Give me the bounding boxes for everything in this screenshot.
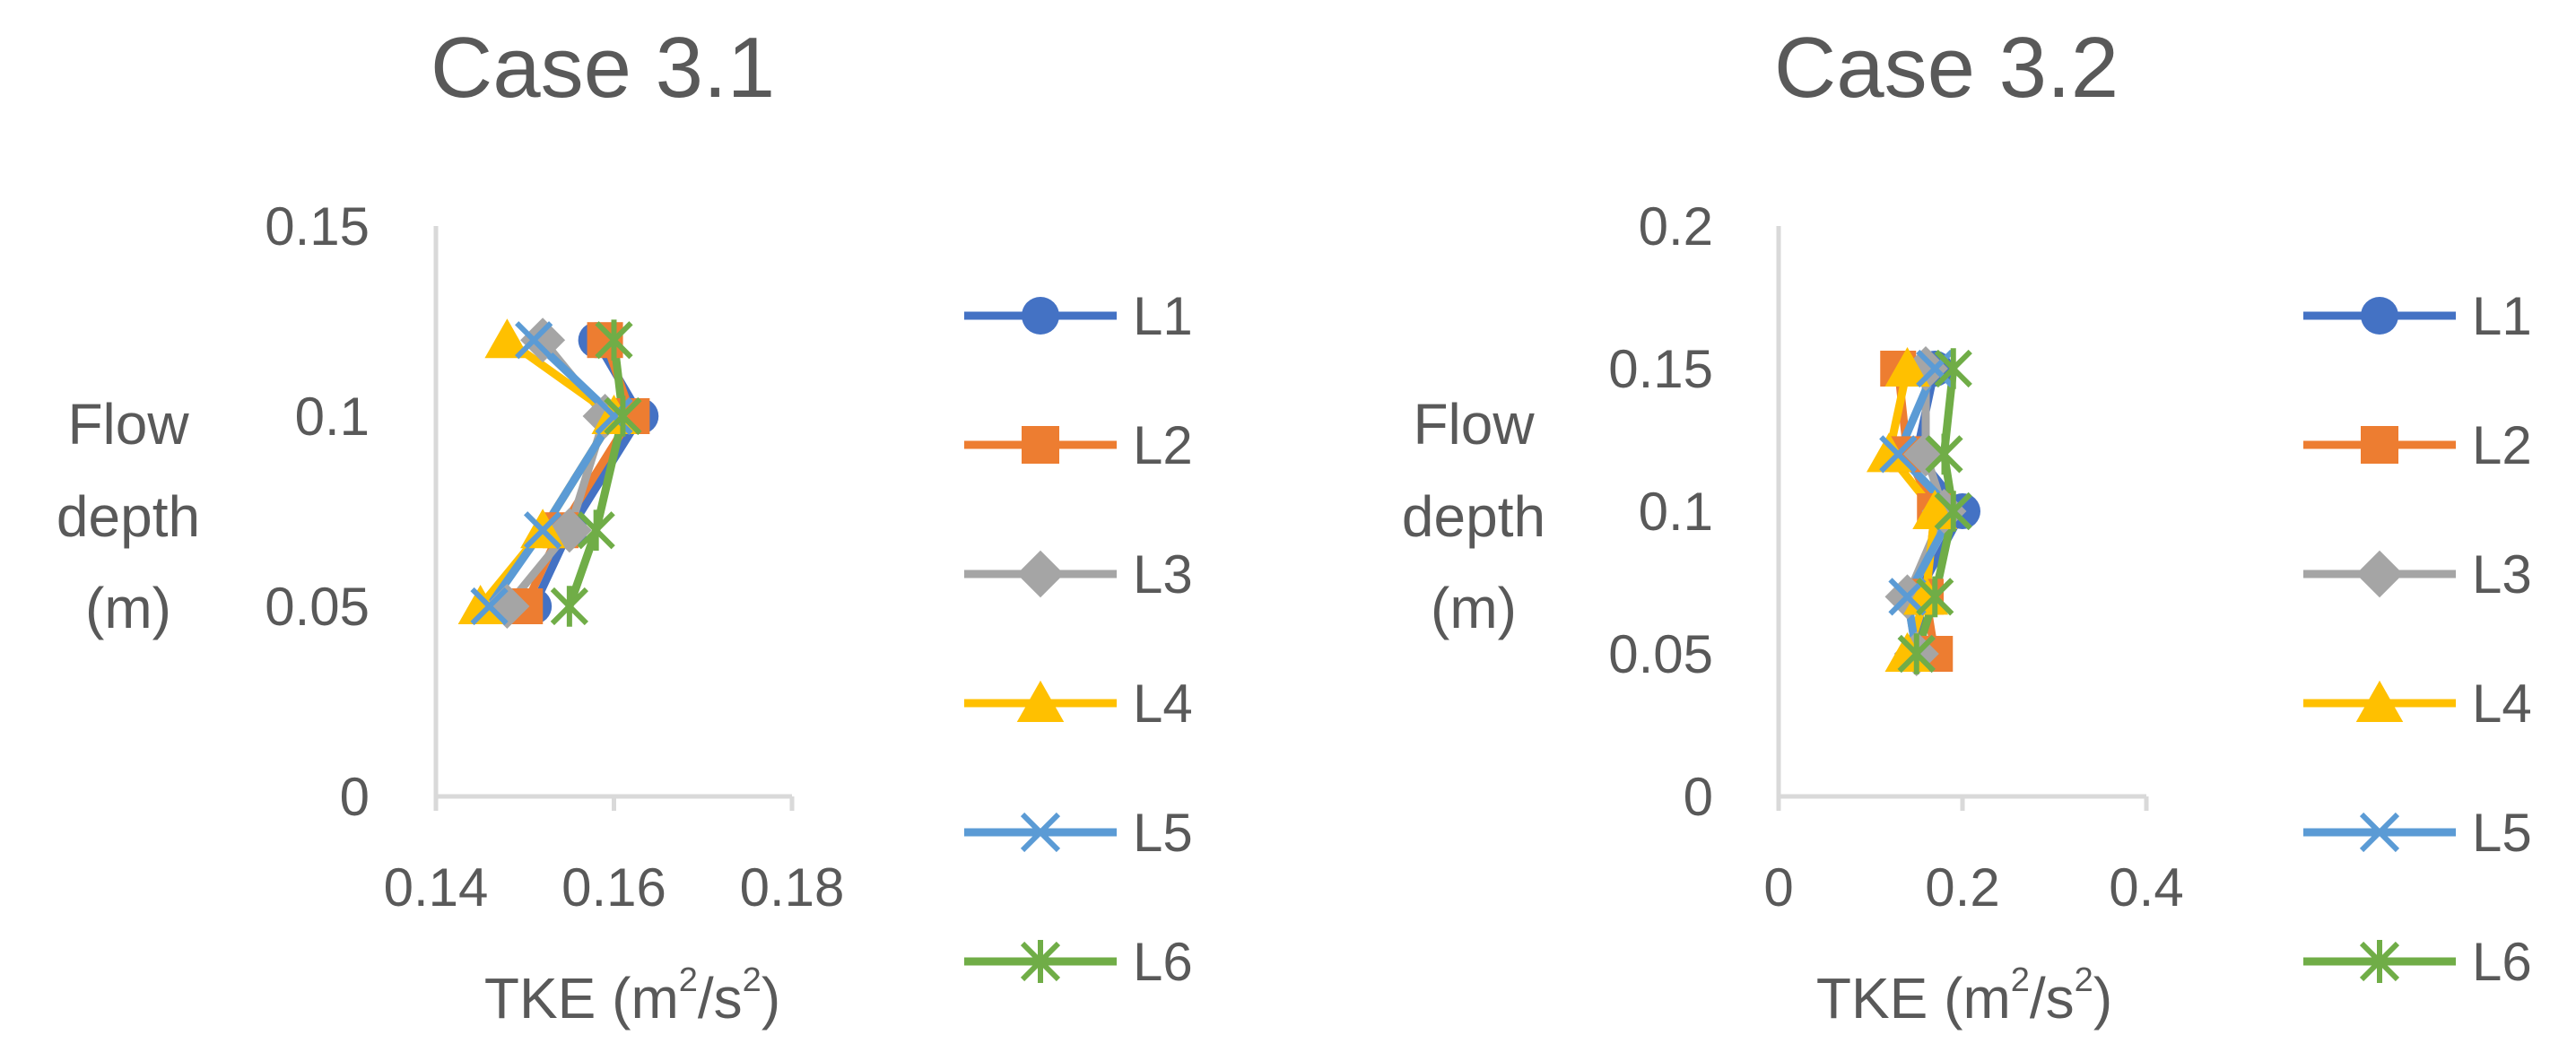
legend-item-l2: L2: [2303, 415, 2532, 475]
legend-item-l3: L3: [2303, 544, 2532, 604]
y-axis-label-line: Flow: [67, 392, 189, 457]
legend-item-l2: L2: [964, 415, 1193, 475]
y-tick-label: 0.15: [265, 196, 370, 257]
data-point-star: [550, 586, 588, 627]
chart-case-3-1: Case 3.1 Flow depth (m) TKE (m2/s2) 0 0.0…: [57, 20, 1193, 1031]
data-point-star: [1934, 348, 1972, 389]
y-tick-label: 0.1: [295, 387, 370, 447]
legend-item-l5: L5: [2303, 803, 2532, 863]
legend-item-l3: L3: [964, 544, 1193, 604]
data-point-x: [1020, 812, 1061, 853]
data-point-x: [1888, 578, 1927, 616]
legend-label: L1: [2472, 286, 2532, 346]
data-point-triangle: [457, 585, 503, 624]
x-tick-label: 0: [1763, 857, 1793, 918]
y-axis-label-line: depth: [57, 484, 200, 549]
data-point-x: [515, 321, 553, 360]
legend-item-l5: L5: [964, 803, 1193, 863]
plot-area: 0 0.05 0.1 0.15 0.14 0.16 0.18: [265, 196, 844, 918]
legend: L1 L2 L3 L4 L5 L6: [964, 286, 1193, 992]
y-tick-label: 0.05: [265, 577, 370, 637]
data-point-x: [1916, 349, 1954, 388]
legend-label: L1: [1133, 286, 1193, 346]
y-axis-label-line: depth: [1402, 484, 1545, 549]
legend-label: L2: [2472, 415, 2532, 475]
x-tick-label: 0.14: [384, 857, 489, 918]
y-axis-label-line: (m): [1431, 576, 1517, 640]
x-tick-label: 0.18: [740, 857, 845, 918]
data-point-triangle: [1867, 432, 1911, 473]
y-axis-label: Flow depth (m): [1402, 392, 1545, 640]
legend-label: L5: [1133, 803, 1193, 863]
x-axis-label: TKE (m2/s2): [1816, 961, 2112, 1031]
data-point-triangle: [484, 318, 530, 359]
legend-item-l6: L6: [2303, 932, 2532, 992]
data-point-star: [577, 509, 615, 551]
plot-area: 0 0.05 0.1 0.15 0.2 0 0.2 0.4: [1608, 196, 2183, 918]
data-point-star: [1897, 633, 1936, 674]
data-point-triangle: [1884, 347, 1930, 387]
y-tick-label: 0: [1684, 767, 1713, 827]
legend-label: L4: [1133, 674, 1193, 734]
data-point-circle: [1022, 297, 1059, 335]
legend-item-l6: L6: [964, 932, 1193, 992]
legend-label: L6: [1133, 932, 1193, 992]
y-tick-label: 0.05: [1608, 624, 1713, 684]
data-point-star: [595, 319, 633, 361]
chart-title: Case 3.1: [431, 20, 775, 116]
data-point-triangle: [1016, 680, 1065, 722]
series-line-l6: [565, 335, 627, 611]
y-axis-label: Flow depth (m): [57, 392, 200, 640]
x-tick-label: 0.16: [561, 857, 666, 918]
data-point-square: [1022, 426, 1059, 464]
y-tick-label: 0.15: [1608, 339, 1713, 399]
legend-item-l4: L4: [2303, 674, 2532, 734]
data-point-star: [1916, 576, 1954, 618]
data-point-star: [1925, 433, 1963, 475]
data-point-x: [1879, 435, 1918, 474]
data-point-x: [2359, 812, 2400, 853]
data-point-triangle: [2355, 680, 2404, 722]
legend-label: L2: [1133, 415, 1193, 475]
legend-label: L3: [2472, 544, 2532, 604]
data-point-star: [1934, 491, 1972, 532]
legend-item-l1: L1: [2303, 286, 2532, 346]
chart-title: Case 3.2: [1774, 20, 2119, 116]
x-axis-label: TKE (m2/s2): [484, 961, 780, 1031]
y-tick-label: 0.2: [1639, 196, 1713, 257]
legend-label: L3: [1133, 544, 1193, 604]
y-tick-label: 0.1: [1639, 482, 1713, 542]
y-axis-label-line: (m): [85, 576, 171, 640]
legend-item-l1: L1: [964, 286, 1193, 346]
data-point-circle: [2361, 297, 2398, 335]
x-tick-label: 0.2: [1925, 857, 1999, 918]
data-point-diamond: [520, 317, 566, 363]
y-axis-label-line: Flow: [1413, 392, 1535, 457]
data-point-diamond: [1903, 431, 1948, 477]
data-point-star: [2359, 940, 2400, 983]
data-point-square: [2361, 426, 2398, 464]
y-tick-label: 0: [340, 767, 370, 827]
legend-label: L4: [2472, 674, 2532, 734]
data-point-diamond: [1016, 550, 1065, 598]
legend-item-l4: L4: [964, 674, 1193, 734]
data-point-diamond: [2355, 550, 2404, 598]
series-line-l5: [485, 335, 618, 611]
x-tick-label: 0.4: [2109, 857, 2183, 918]
data-point-star: [1020, 940, 1061, 983]
data-point-x: [470, 587, 509, 626]
legend-label: L6: [2472, 932, 2532, 992]
data-point-x: [523, 511, 562, 550]
data-point-star: [604, 396, 642, 437]
legend-label: L5: [2472, 803, 2532, 863]
legend: L1 L2 L3 L4 L5 L6: [2303, 286, 2532, 992]
chart-case-3-2: Case 3.2 Flow depth (m) TKE (m2/s2) 0 0.0…: [1402, 20, 2532, 1031]
